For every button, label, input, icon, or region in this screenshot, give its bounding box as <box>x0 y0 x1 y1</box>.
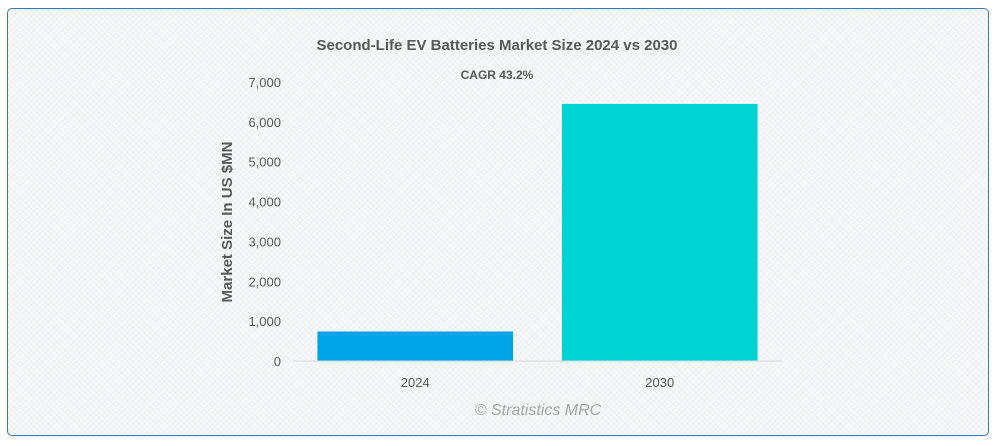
x-tick-group: 2024 2030 <box>401 375 674 390</box>
y-tick-label: 1,000 <box>248 314 281 329</box>
y-tick-label: 3,000 <box>248 234 281 249</box>
chart-title: Second-Life EV Batteries Market Size 202… <box>316 37 677 54</box>
x-tick-label: 2030 <box>645 375 674 390</box>
bar-group <box>317 103 758 362</box>
bar-2024 <box>317 331 514 361</box>
y-tick-label: 5,000 <box>248 155 281 170</box>
y-tick-label: 2,000 <box>248 274 281 289</box>
y-tick-group: 0 1,000 2,000 3,000 4,000 5,000 6,000 7,000 <box>248 75 281 369</box>
y-tick-label: 7,000 <box>248 75 281 90</box>
y-tick-label: 0 <box>274 354 281 369</box>
chart-frame <box>7 8 989 436</box>
y-tick-label: 4,000 <box>248 195 281 210</box>
watermark: © Stratistics MRC <box>475 402 602 419</box>
chart-subtitle: CAGR 43.2% <box>461 68 534 82</box>
y-tick-label: 6,000 <box>248 115 281 130</box>
y-axis-label: Market Size In US $MN <box>219 142 236 303</box>
x-tick-label: 2024 <box>401 375 430 390</box>
bar-2030 <box>561 103 758 362</box>
